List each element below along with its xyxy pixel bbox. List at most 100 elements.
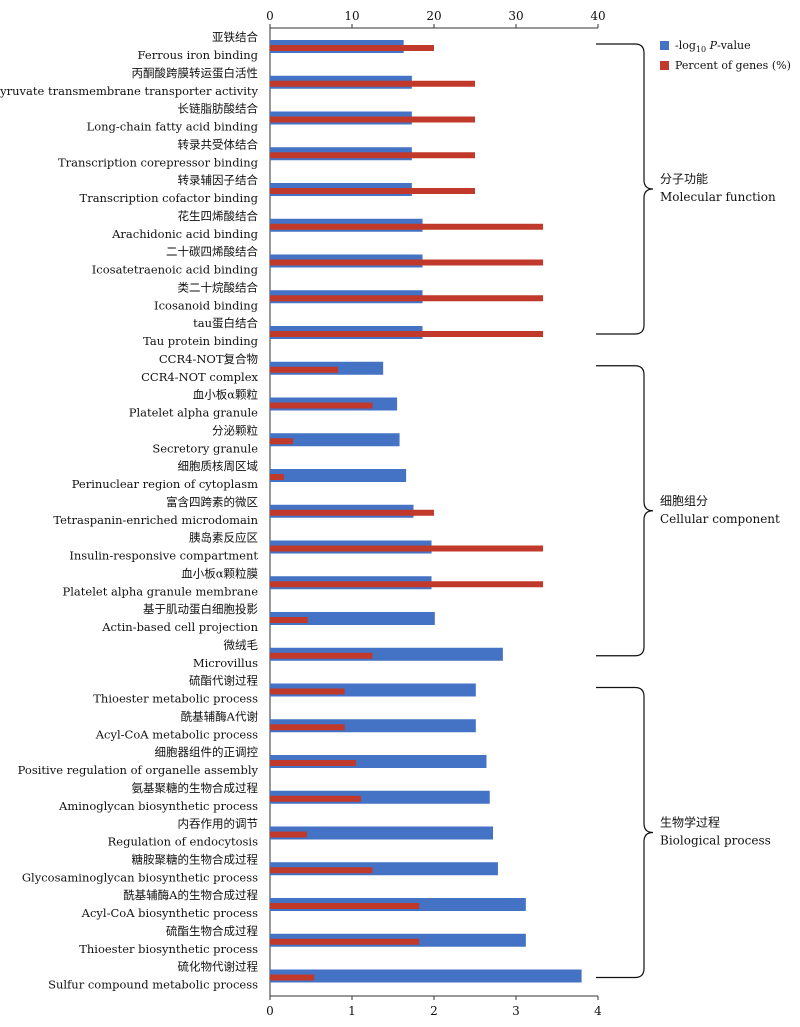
bottom-tick-label: 3 <box>512 1004 520 1018</box>
category-label-en: Glycosaminoglycan biosynthetic process <box>22 870 258 884</box>
group-bracket <box>596 686 654 979</box>
category-label-zh: 氨基聚糖的生物合成过程 <box>132 781 259 795</box>
bar-percent-genes <box>270 724 345 731</box>
category-label-en: Regulation of endocytosis <box>108 835 258 849</box>
category-label-en: Sulfur compound metabolic process <box>48 978 258 992</box>
top-tick-label: 0 <box>266 9 274 23</box>
category-label-en: Arachidonic acid binding <box>111 227 259 241</box>
category-label-en: Tau protein binding <box>143 334 259 348</box>
category-label-zh: 酰基辅酶A的生物合成过程 <box>123 888 258 902</box>
category-label-en: Actin-based cell projection <box>101 620 258 634</box>
category-label-en: Aminoglycan biosynthetic process <box>58 799 258 813</box>
category-label-zh: 分泌颗粒 <box>212 423 258 437</box>
bar-percent-genes <box>270 688 345 695</box>
bottom-tick-label: 0 <box>266 1004 274 1018</box>
category-label-zh: 丙酮酸跨膜转运蛋白活性 <box>132 66 259 80</box>
category-label-en: Secretory granule <box>152 441 258 455</box>
category-label-en: CCR4-NOT complex <box>141 370 258 384</box>
bottom-tick-label: 2 <box>430 1004 438 1018</box>
category-label-zh: 花生四烯酸结合 <box>178 209 259 223</box>
category-label-en: Transcription cofactor binding <box>80 191 259 205</box>
category-label-zh: 内吞作用的调节 <box>178 817 259 831</box>
legend-label: Percent of genes (%) <box>675 59 791 72</box>
category-label-zh: 血小板α颗粒膜 <box>181 566 258 580</box>
category-label-en: Ferrous iron binding <box>138 48 259 62</box>
category-label-en: Acyl-CoA biosynthetic process <box>81 906 258 920</box>
bar-log-pvalue <box>270 433 400 447</box>
category-label-zh: 微绒毛 <box>224 638 259 652</box>
bar-percent-genes <box>270 617 308 623</box>
category-label-zh: 转录辅因子结合 <box>178 173 259 187</box>
bar-percent-genes <box>270 366 339 373</box>
category-label-en: Platelet alpha granule membrane <box>63 584 259 598</box>
category-label-zh: 富含四跨素的微区 <box>166 495 258 509</box>
category-label-zh: 糖胺聚糖的生物合成过程 <box>132 852 259 866</box>
category-label-en: Thioester biosynthetic process <box>79 942 258 956</box>
top-tick-label: 30 <box>508 9 523 23</box>
bar-percent-genes <box>270 80 475 87</box>
bar-log-pvalue <box>270 469 407 482</box>
group-label-zh: 分子功能 <box>660 172 708 186</box>
category-label-en: Acyl-CoA metabolic process <box>95 727 258 741</box>
legend-label-italic: P <box>706 39 717 52</box>
bar-percent-genes <box>270 331 544 337</box>
category-label-zh: 类二十烷酸结合 <box>178 280 259 294</box>
bar-percent-genes <box>270 867 373 874</box>
bottom-tick-label: 4 <box>594 1004 602 1018</box>
bar-percent-genes <box>270 474 284 480</box>
group-label-zh: 生物学过程 <box>660 815 720 830</box>
legend-label: -log10 P-value <box>675 39 751 54</box>
category-label-en: Transcription corepressor binding <box>58 155 259 169</box>
bar-percent-genes <box>270 974 315 981</box>
category-label-zh: 硫酯生物合成过程 <box>166 924 258 938</box>
bar-percent-genes <box>270 116 475 123</box>
category-label-zh: 亚铁结合 <box>212 30 258 44</box>
legend: -log10 P-value Percent of genes (%) <box>660 39 791 72</box>
category-label-en: Thioester metabolic process <box>93 692 258 706</box>
category-label-zh: 硫化物代谢过程 <box>178 960 259 974</box>
group-bracket <box>596 43 654 335</box>
group-bracket <box>596 365 654 657</box>
bar-percent-genes <box>270 652 373 659</box>
legend-swatch <box>660 61 669 70</box>
legend-label-prefix: Percent of genes (%) <box>675 59 791 72</box>
legend-label-subscript: 10 <box>696 45 706 54</box>
bar-log-pvalue <box>270 826 494 840</box>
legend-label-suffix: -value <box>717 39 751 52</box>
category-label-en: Positive regulation of organelle assembl… <box>18 763 259 777</box>
category-label-zh: 血小板α颗粒 <box>193 388 258 402</box>
bar-log-pvalue <box>270 969 582 983</box>
category-label-en: Pyruvate transmembrane transporter activ… <box>0 84 258 98</box>
bar-percent-genes <box>270 545 544 552</box>
category-label-zh: 胰岛素反应区 <box>189 531 258 545</box>
bottom-tick-label: 1 <box>348 1004 356 1018</box>
category-label-zh: 二十碳四烯酸结合 <box>166 245 258 259</box>
category-label-en: Long-chain fatty acid binding <box>87 120 259 134</box>
group-label-en: Molecular function <box>660 190 776 204</box>
legend-label-prefix: -log <box>675 39 696 52</box>
bar-percent-genes <box>270 295 544 302</box>
bar-percent-genes <box>270 223 544 230</box>
top-tick-label: 40 <box>590 9 605 23</box>
category-label-en: Microvillus <box>193 656 258 670</box>
top-tick-label: 10 <box>344 9 359 23</box>
bars <box>270 40 582 983</box>
category-label-zh: 长链脂肪酸结合 <box>178 102 259 116</box>
bar-percent-genes <box>270 259 544 266</box>
category-label-en: Icosanoid binding <box>154 298 259 312</box>
category-label-zh: 基于肌动蛋白细胞投影 <box>143 602 258 616</box>
category-label-zh: 细胞质核周区域 <box>178 459 259 473</box>
category-labels: 亚铁结合 Ferrous iron binding 丙酮酸跨膜转运蛋白活性 Pyruv… <box>0 30 259 992</box>
category-label-en: Platelet alpha granule <box>129 406 258 420</box>
group-label-en: Cellular component <box>660 512 780 526</box>
bar-percent-genes <box>270 45 434 51</box>
category-label-en: Icosatetraenoic acid binding <box>92 263 259 277</box>
category-label-en: Perinuclear region of cytoplasm <box>72 477 258 491</box>
category-label-zh: 酰基辅酶A代谢 <box>181 709 259 723</box>
bar-percent-genes <box>270 760 357 766</box>
group-label-en: Biological process <box>660 834 771 848</box>
category-label-zh: 硫酯代谢过程 <box>189 674 258 688</box>
group-label-zh: 细胞组分 <box>660 494 708 508</box>
bar-percent-genes <box>270 903 420 909</box>
